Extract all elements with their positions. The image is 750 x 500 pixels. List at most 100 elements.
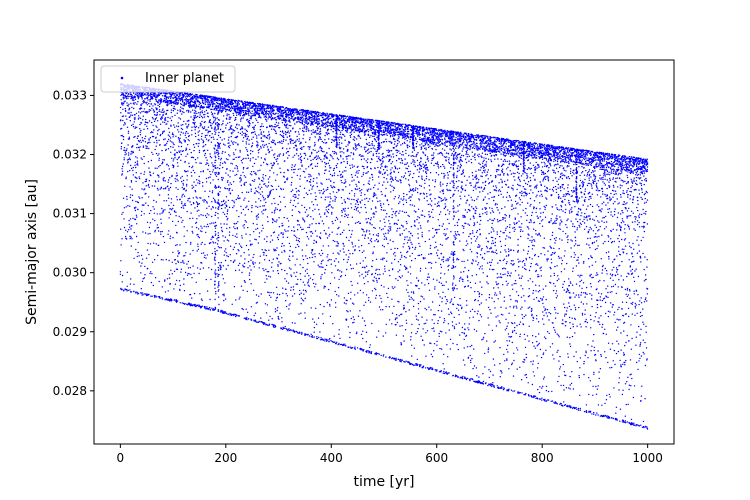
data-point (342, 248, 344, 250)
data-point (390, 226, 392, 228)
data-point (375, 258, 378, 260)
data-point (200, 243, 202, 245)
data-point (248, 143, 250, 145)
data-point (357, 165, 359, 168)
data-point (160, 259, 163, 261)
data-point (246, 118, 249, 121)
data-point (373, 192, 376, 195)
data-point (342, 243, 345, 245)
data-point (168, 273, 171, 275)
data-point (314, 208, 316, 210)
data-point (219, 147, 221, 149)
data-point (239, 197, 241, 199)
data-point (202, 181, 204, 184)
data-point (291, 189, 294, 191)
data-point (164, 291, 167, 293)
data-point (380, 209, 382, 211)
data-point (147, 161, 150, 163)
data-point (119, 271, 122, 273)
data-point (144, 123, 146, 126)
data-point (197, 145, 200, 147)
data-point (211, 162, 213, 164)
data-point (377, 233, 379, 235)
data-point (341, 215, 343, 217)
data-point (251, 142, 254, 144)
data-point (198, 142, 200, 145)
data-point (207, 225, 209, 228)
data-point (278, 217, 280, 219)
data-point (224, 144, 226, 146)
data-point (134, 126, 137, 128)
data-point (297, 278, 299, 281)
data-point (409, 255, 411, 257)
data-point (322, 223, 325, 225)
data-point (242, 266, 244, 268)
data-point (383, 257, 385, 259)
data-point (381, 165, 383, 168)
data-point (344, 213, 346, 215)
data-point (202, 199, 204, 201)
data-point (307, 284, 309, 286)
data-point (226, 227, 228, 230)
data-point (254, 133, 257, 135)
data-point (191, 166, 193, 169)
data-point (276, 125, 278, 127)
data-point (275, 121, 278, 124)
data-point (398, 301, 400, 303)
data-point (357, 315, 360, 317)
data-point (273, 210, 276, 212)
data-point (310, 193, 312, 195)
data-point (227, 145, 230, 147)
data-point (372, 135, 374, 137)
data-point (267, 220, 269, 223)
data-point (358, 250, 361, 252)
data-point (333, 260, 336, 262)
data-point (388, 269, 390, 272)
data-point (142, 182, 144, 184)
data-point (393, 198, 395, 200)
data-point (198, 175, 200, 178)
data-point (256, 301, 259, 303)
data-point (395, 160, 398, 162)
data-point (160, 118, 162, 121)
data-point (336, 233, 338, 235)
data-point (315, 307, 317, 309)
data-point (394, 178, 397, 180)
data-point (174, 153, 176, 155)
data-point (232, 143, 234, 145)
data-point (308, 285, 310, 287)
data-point (383, 176, 385, 179)
data-point (373, 135, 375, 138)
data-point (153, 141, 155, 144)
data-point (131, 188, 133, 190)
data-point (235, 149, 237, 151)
data-point (249, 173, 252, 175)
data-point (400, 251, 402, 254)
data-point (311, 163, 313, 165)
data-point (153, 129, 155, 131)
data-point (211, 215, 213, 218)
data-point (278, 261, 280, 263)
data-point (300, 278, 302, 281)
data-point (354, 222, 357, 224)
data-point (257, 116, 260, 119)
data-point (188, 140, 190, 142)
data-point (138, 177, 141, 180)
data-point (404, 158, 406, 160)
data-point (311, 153, 313, 155)
data-point (227, 209, 229, 211)
data-point (343, 152, 345, 154)
data-point (405, 289, 408, 291)
data-point (240, 179, 242, 182)
data-point (330, 263, 332, 265)
data-point (376, 336, 378, 338)
data-point (252, 157, 254, 159)
data-point (209, 182, 212, 184)
data-point (394, 138, 396, 140)
data-point (121, 238, 123, 240)
data-point (235, 156, 237, 159)
data-point (333, 174, 335, 177)
data-point (141, 103, 143, 105)
data-point (318, 189, 320, 192)
data-point (237, 264, 240, 267)
